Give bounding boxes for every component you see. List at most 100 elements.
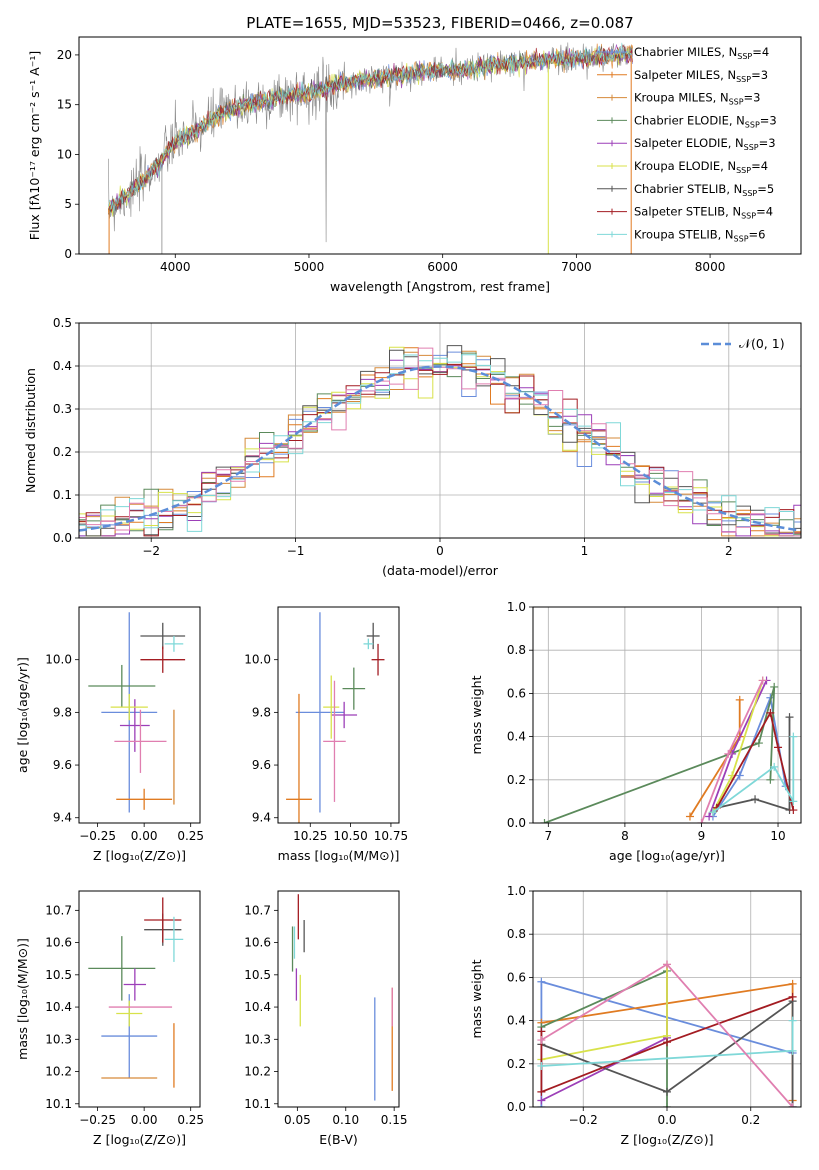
y-tick-label: 9.4: [53, 811, 72, 825]
weight-series: [708, 680, 768, 817]
x-tick-label: 0.00: [131, 829, 158, 843]
legend-entry: Salpeter MILES, NSSP=3: [634, 68, 768, 84]
weight-point: [537, 1061, 546, 1070]
axes-frame: [532, 606, 802, 824]
y-axis-label: Normed distribution: [23, 368, 38, 493]
x-tick-label: 8000: [695, 260, 726, 274]
weight-point: [735, 695, 744, 704]
x-tick-label: 0: [436, 544, 444, 558]
weight-point: [708, 808, 717, 817]
y-tick-label: 10.2: [45, 1065, 72, 1079]
y-tick-label: 0.2: [507, 773, 526, 787]
plot-area: [537, 960, 797, 1107]
x-tick-label: 0.15: [381, 1113, 408, 1127]
axes-frame: [78, 890, 201, 1108]
weight-point: [663, 1103, 671, 1107]
y-tick-label: 10: [57, 147, 72, 161]
x-axis-label: E(B-V): [319, 1132, 358, 1147]
y-tick-label: 0.5: [53, 316, 72, 330]
y-tick-label: 9.6: [53, 758, 72, 772]
x-tick-label: 0.10: [332, 1113, 359, 1127]
x-axis-label: (data-model)/error: [382, 563, 499, 578]
y-tick-label: 0.4: [507, 730, 526, 744]
y-tick-label: 10.6: [244, 936, 271, 950]
y-tick-label: 10.0: [244, 653, 271, 667]
x-tick-label: 0.2: [741, 1113, 760, 1127]
legend-entry: 𝒩(0, 1): [739, 336, 785, 351]
x-tick-label: −2: [142, 544, 160, 558]
weight-point: [758, 676, 767, 685]
weight-point: [788, 992, 797, 1001]
y-tick-label: 0.2: [53, 445, 72, 459]
weight-point: [754, 739, 763, 748]
y-tick-label: 10.5: [45, 968, 72, 982]
y-tick-label: 10.2: [244, 1065, 271, 1079]
legend-entry: Salpeter ELODIE, NSSP=3: [634, 136, 776, 152]
y-tick-label: 10.3: [244, 1032, 271, 1046]
y-tick-label: 10.4: [45, 1000, 72, 1014]
plot-area: [88, 612, 186, 813]
weight-point: [770, 682, 779, 691]
x-tick-label: 10: [770, 829, 785, 843]
y-tick-label: 20: [57, 48, 72, 62]
x-tick-label: 7: [544, 829, 552, 843]
observed-spectrum: [108, 42, 633, 243]
weight-point: [788, 1016, 797, 1025]
y-tick-label: 10.4: [244, 1000, 271, 1014]
weight-point: [788, 1103, 797, 1107]
model-spectrum: [108, 47, 633, 217]
x-axis-label: Z [log₁₀(Z/Z⊙)]: [621, 1132, 714, 1147]
y-axis-label: mass [log₁₀(M/M⊙)]: [15, 938, 30, 1060]
weight-point: [705, 812, 714, 821]
legend-entry: Chabrier STELIB, NSSP=5: [634, 182, 774, 198]
legend-entry: Kroupa ELODIE, NSSP=4: [634, 159, 768, 175]
weight-series: [540, 964, 668, 1102]
weight-point: [697, 819, 706, 823]
weight-point: [785, 713, 794, 722]
plot-area: [79, 345, 801, 537]
weight-point: [766, 708, 775, 717]
x-tick-label: 0.00: [131, 1113, 158, 1127]
x-axis-label: age [log₁₀(age/yr)]: [609, 848, 725, 863]
weight-point: [537, 977, 546, 986]
plot-area: [108, 42, 633, 254]
x-tick-label: −0.2: [569, 1113, 598, 1127]
x-axis-label: wavelength [Angstrom, rest frame]: [330, 279, 550, 294]
plot-area: [540, 676, 798, 823]
x-tick-label: 0.25: [177, 1113, 204, 1127]
x-tick-label: 10.75: [374, 829, 408, 843]
y-axis-label: Flux [fλ10⁻¹⁷ erg cm⁻² s⁻¹ A⁻¹]: [27, 51, 42, 240]
plot-area: [88, 897, 184, 1088]
x-tick-label: 8: [621, 829, 629, 843]
weight-point: [685, 812, 694, 821]
axes-frame: [78, 36, 802, 255]
chart-mass_vs_Z: −0.25 0.00 0.25 10.1 10.2 10.3 10.4 10.5 10.6 10.…: [15, 890, 204, 1147]
axes-frame: [78, 322, 802, 539]
axes-frame: [78, 606, 201, 824]
y-tick-label: 5: [64, 197, 72, 211]
y-axis-label: age [log₁₀(age/yr)]: [15, 657, 30, 773]
y-tick-label: 10.1: [244, 1097, 271, 1111]
weight-series: [716, 717, 791, 812]
x-tick-label: −0.25: [79, 829, 116, 843]
weight-point: [663, 960, 671, 969]
legend-entry: Kroupa MILES, NSSP=3: [634, 91, 761, 107]
y-axis-label: mass weight: [469, 675, 484, 754]
y-tick-label: 0.2: [507, 1057, 526, 1071]
weight-point: [540, 819, 549, 823]
axes-frame: [277, 890, 400, 1108]
x-tick-label: 7000: [561, 260, 592, 274]
x-tick-label: −1: [287, 544, 305, 558]
histogram-series: [79, 354, 801, 537]
legend-entry: Kroupa STELIB, NSSP=6: [634, 227, 765, 243]
normal-curve: [79, 365, 799, 532]
y-tick-label: 0.0: [507, 816, 526, 830]
y-tick-label: 10.3: [45, 1032, 72, 1046]
weight-point: [774, 743, 783, 752]
figure-title: PLATE=1655, MJD=53523, FIBERID=0466, z=0…: [246, 14, 633, 32]
x-tick-label: 10.25: [293, 829, 327, 843]
x-axis-label: Z [log₁₀(Z/Z⊙)]: [93, 848, 186, 863]
histogram-series: [79, 346, 801, 537]
